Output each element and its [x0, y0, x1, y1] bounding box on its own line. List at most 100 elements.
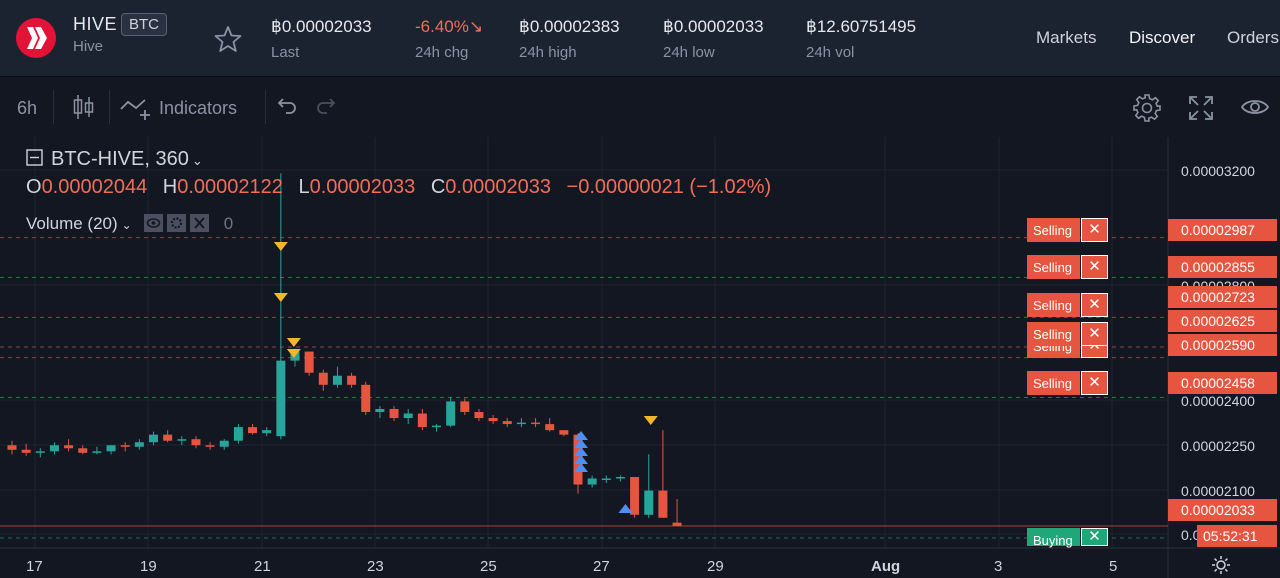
collapse-legend-icon[interactable]: [26, 149, 43, 166]
candle-down: [460, 401, 470, 413]
sell-order-tag[interactable]: Selling: [1027, 322, 1080, 346]
favorite-star-icon[interactable]: [212, 24, 244, 54]
price-chart[interactable]: [0, 137, 1280, 578]
volume-controls: [143, 214, 209, 232]
candle-down: [78, 448, 88, 453]
asset-full-name: Hive: [73, 38, 104, 55]
time-axis-label: 5: [1109, 558, 1118, 575]
fullscreen-icon[interactable]: [1188, 95, 1214, 121]
quote-symbol-badge[interactable]: BTC: [121, 13, 167, 36]
eye-icon[interactable]: [143, 214, 163, 232]
stat-24h-high-label: 24h high: [519, 44, 577, 61]
high-value: 0.00002122: [177, 176, 283, 198]
candle-up: [233, 427, 243, 441]
cancel-order-button[interactable]: ✕: [1081, 528, 1108, 546]
stat-24h-low: ฿0.00002033 24h low: [663, 17, 764, 61]
cancel-order-button[interactable]: ✕: [1081, 371, 1108, 395]
close-icon[interactable]: [189, 214, 209, 232]
candle-down: [474, 412, 484, 419]
candle-up: [149, 434, 158, 443]
cancel-order-button[interactable]: ✕: [1081, 218, 1108, 242]
candle-down: [502, 421, 512, 425]
last-price-tag: 0.00002033: [1168, 499, 1277, 521]
price-axis-label: 0.00002400: [1181, 393, 1255, 409]
candle-up: [49, 445, 59, 452]
stat-24h-high: ฿0.00002383 24h high: [519, 17, 620, 61]
candle-down: [488, 418, 498, 422]
time-axis-settings-icon[interactable]: [1211, 555, 1231, 575]
sell-order-tag[interactable]: Selling: [1027, 371, 1080, 395]
cancel-order-button[interactable]: ✕: [1081, 322, 1108, 346]
sell-marker-icon: [286, 349, 301, 358]
candle-up: [177, 439, 187, 441]
chevron-down-icon[interactable]: ⌄: [121, 218, 132, 232]
candle-down: [361, 384, 371, 413]
indicators-icon[interactable]: [119, 96, 155, 122]
stat-24h-change-label: 24h chg: [415, 44, 469, 61]
stat-24h-volume-label: 24h vol: [806, 44, 855, 61]
redo-icon[interactable]: [315, 96, 337, 116]
stat-last-label: Last: [271, 44, 300, 61]
stat-24h-high-value: ฿0.00002383: [519, 17, 620, 36]
nav-markets-link[interactable]: Markets: [1036, 28, 1097, 47]
cancel-order-button[interactable]: ✕: [1081, 293, 1108, 317]
buy-marker-icon: [574, 463, 588, 472]
indicators-button[interactable]: Indicators: [159, 98, 238, 118]
visibility-eye-icon[interactable]: [1240, 97, 1270, 117]
sell-marker-icon: [643, 416, 658, 425]
settings-gear-icon[interactable]: [1132, 93, 1162, 123]
candle-down: [191, 439, 201, 446]
bar-countdown: 05:52:31: [1197, 525, 1277, 547]
undo-icon[interactable]: [276, 96, 298, 116]
candle-down: [64, 445, 74, 449]
sell-order-tag[interactable]: Selling: [1027, 293, 1080, 317]
order-price-tag: 0.00002458: [1168, 372, 1277, 394]
hive-logo-icon: [16, 18, 56, 58]
candlestick-type-icon[interactable]: [71, 94, 95, 120]
nav-discover-link[interactable]: Discover: [1129, 28, 1196, 47]
time-axis-label: 29: [707, 558, 724, 575]
time-axis-label: 25: [480, 558, 497, 575]
candle-up: [219, 440, 229, 447]
high-key: H: [162, 176, 178, 198]
cancel-order-button[interactable]: ✕: [1081, 255, 1108, 279]
sell-order-tag[interactable]: Selling: [1027, 255, 1080, 279]
buy-order-tag[interactable]: Buying: [1027, 528, 1080, 548]
buy-marker-icon: [574, 439, 588, 448]
candle-up: [644, 490, 654, 515]
candle-up: [615, 476, 625, 479]
candle-down: [389, 408, 399, 419]
time-axis-label: 19: [140, 558, 157, 575]
candle-up: [446, 401, 456, 426]
chevron-down-icon[interactable]: ⌄: [191, 153, 203, 168]
buy-marker-icon: [618, 504, 633, 513]
stat-last-value: ฿0.00002033: [271, 17, 372, 36]
time-axis-label: 3: [994, 558, 1003, 575]
buy-marker-icon: [574, 431, 588, 440]
candle-up: [601, 478, 611, 480]
open-key: O: [26, 176, 42, 198]
interval-button[interactable]: 6h: [17, 98, 38, 118]
candle-up: [92, 451, 102, 453]
candle-down: [417, 413, 427, 428]
candle-down: [7, 445, 17, 450]
gear-icon[interactable]: [166, 214, 186, 232]
stat-last: ฿0.00002033 Last: [271, 17, 372, 61]
time-axis-label: 23: [367, 558, 384, 575]
candle-up: [35, 451, 45, 453]
chart-toolbar: 6h Indicators: [0, 78, 1280, 136]
candle-down: [658, 490, 668, 518]
chart-symbol-title[interactable]: BTC-HIVE, 360: [51, 148, 189, 170]
sell-order-tag[interactable]: Selling: [1027, 218, 1080, 242]
volume-label[interactable]: Volume (20): [26, 214, 118, 233]
sell-marker-icon: [286, 338, 301, 347]
order-price-tag: 0.00002590: [1168, 334, 1277, 356]
change-value: −0.00000021 (−1.02%): [566, 176, 772, 198]
open-value: 0.00002044: [41, 176, 148, 198]
volume-value: 0: [223, 214, 234, 233]
stat-24h-volume-value: ฿12.60751495: [806, 17, 917, 36]
time-axis-label: 17: [26, 558, 43, 575]
close-value: 0.00002033: [445, 176, 551, 198]
order-price-tag: 0.00002723: [1168, 286, 1277, 308]
nav-orders-link[interactable]: Orders: [1227, 28, 1279, 47]
